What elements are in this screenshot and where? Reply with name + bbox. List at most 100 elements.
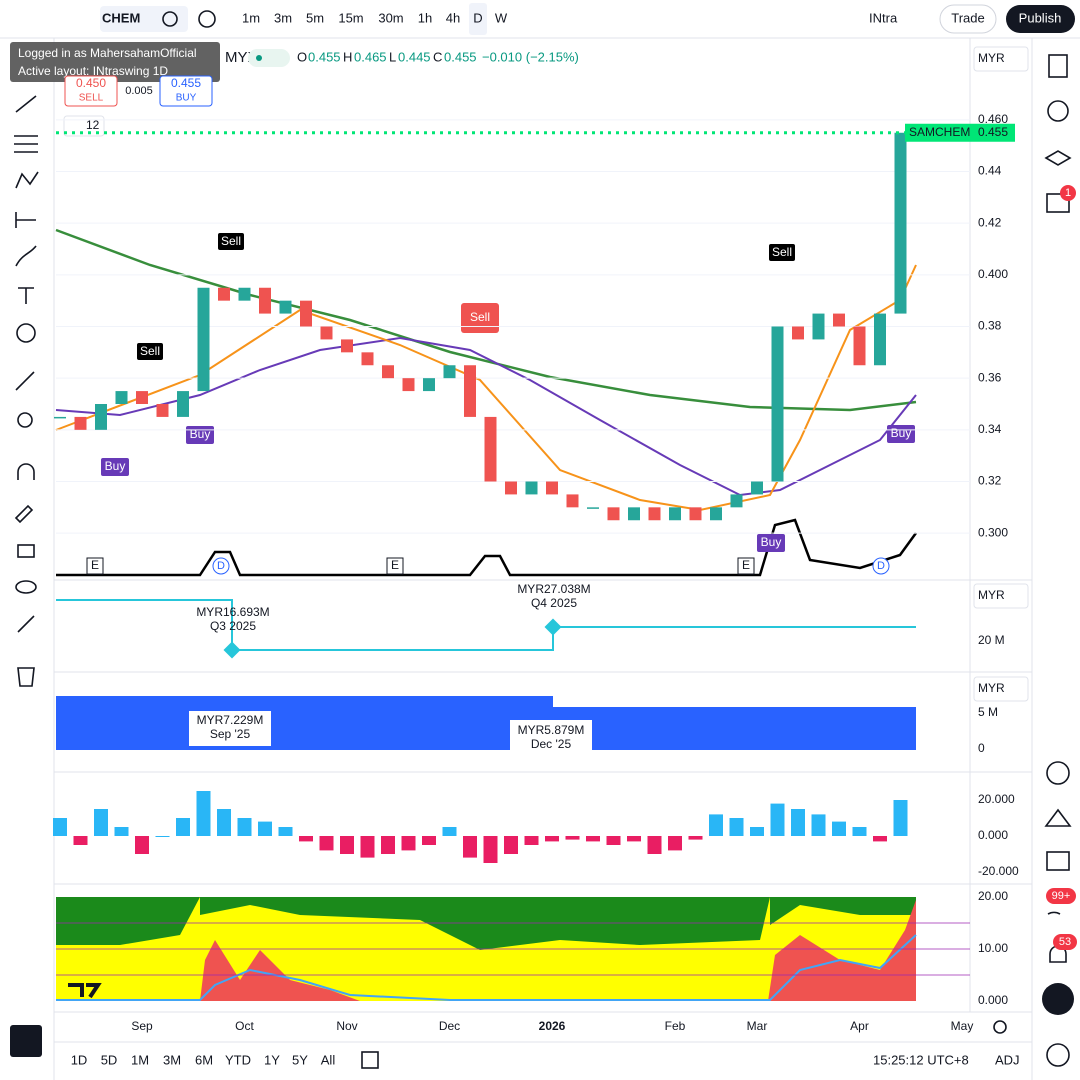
- candle: [771, 326, 784, 482]
- dividend-marker: [872, 557, 890, 575]
- revenue-period: Q4 2025: [531, 596, 577, 610]
- currency[interactable]: MYR: [978, 51, 1005, 65]
- histogram-bar: [893, 800, 908, 836]
- publish-button[interactable]: [1006, 5, 1075, 33]
- buy-label[interactable]: BUY: [176, 93, 197, 104]
- visibility-tool[interactable]: [15, 580, 37, 594]
- range-button[interactable]: All: [321, 1052, 336, 1067]
- x-tick-label: Dec: [439, 1019, 460, 1033]
- l-label: L: [389, 49, 396, 64]
- settings-icon[interactable]: [993, 1020, 1007, 1034]
- apps-button[interactable]: [1042, 983, 1074, 1015]
- histogram-bar: [873, 836, 887, 842]
- currency[interactable]: MYR: [978, 588, 1005, 602]
- badge: [1053, 934, 1077, 950]
- lock-tool[interactable]: [17, 544, 35, 558]
- currency[interactable]: MYR: [978, 681, 1005, 695]
- revenue-value: MYR27.038M: [517, 582, 590, 596]
- histogram-bar: [483, 836, 498, 863]
- logo: [68, 983, 102, 999]
- change: −0.010 (−2.15%): [482, 49, 579, 64]
- histogram-bar: [381, 836, 395, 854]
- histogram-bar: [319, 836, 334, 851]
- news-icon[interactable]: [1047, 911, 1061, 915]
- trade-label[interactable]: Trade: [951, 10, 984, 25]
- interval-button[interactable]: 30m: [378, 10, 403, 25]
- ruler-tool[interactable]: [15, 371, 35, 391]
- layout-name[interactable]: INtra: [869, 10, 898, 25]
- date-range-icon[interactable]: [361, 1051, 379, 1069]
- indicator-toggle[interactable]: [63, 115, 105, 137]
- interval-button[interactable]: 5m: [306, 10, 324, 25]
- candle: [792, 326, 804, 340]
- range-button[interactable]: 1M: [131, 1052, 149, 1067]
- interval-button[interactable]: 3m: [274, 10, 292, 25]
- badge-count: 53: [1059, 936, 1071, 948]
- range-button[interactable]: 1D: [71, 1052, 88, 1067]
- compare-icon[interactable]: [198, 10, 216, 28]
- buy-price[interactable]: 0.455: [171, 76, 201, 90]
- pattern-tool[interactable]: [15, 171, 39, 189]
- delete-tool[interactable]: [17, 667, 35, 687]
- fib-tool[interactable]: [14, 135, 38, 153]
- currency-box[interactable]: [973, 583, 1029, 609]
- brush-tool[interactable]: [15, 245, 37, 267]
- layers-icon[interactable]: [1044, 150, 1072, 166]
- interval-button[interactable]: 1h: [418, 10, 432, 25]
- magnet-tool[interactable]: [17, 463, 35, 480]
- candle: [54, 416, 66, 419]
- event-label: D: [217, 560, 225, 572]
- alerts-icon[interactable]: [1047, 100, 1069, 122]
- ideas-icon[interactable]: [1044, 808, 1072, 827]
- text-tool[interactable]: [18, 287, 34, 304]
- symbol[interactable]: CHEM: [102, 10, 140, 25]
- favorites-button[interactable]: [10, 1025, 42, 1057]
- draw-mode-tool[interactable]: [14, 504, 34, 524]
- interval-button[interactable]: D: [473, 10, 482, 25]
- trend-line-tool[interactable]: [15, 95, 37, 113]
- income-value: MYR7.229M: [197, 713, 264, 727]
- sell-label[interactable]: SELL: [79, 93, 104, 104]
- sell-button[interactable]: [64, 75, 118, 107]
- interval-button[interactable]: 4h: [446, 10, 460, 25]
- currency-box[interactable]: [973, 676, 1029, 702]
- chat-icon[interactable]: [1046, 193, 1070, 213]
- income-period: Dec '25: [531, 737, 572, 751]
- x-tick-label: Nov: [336, 1019, 357, 1033]
- range-button[interactable]: 3M: [163, 1052, 181, 1067]
- clock: 15:25:12 UTC+8: [873, 1052, 969, 1067]
- interval-button[interactable]: 15m: [338, 10, 363, 25]
- x-tick-label: Apr: [850, 1019, 869, 1033]
- link-tool[interactable]: [17, 615, 35, 633]
- buy-button[interactable]: [159, 75, 213, 107]
- zoom-tool[interactable]: [17, 412, 33, 428]
- range-button[interactable]: YTD: [225, 1052, 251, 1067]
- calendar-icon[interactable]: [1046, 851, 1070, 871]
- interval-button[interactable]: W: [495, 10, 508, 25]
- y-tick-label: 0.000: [978, 828, 1008, 842]
- interval-button[interactable]: 1m: [242, 10, 260, 25]
- symbol-add-icon[interactable]: [162, 11, 178, 27]
- range-button[interactable]: 1Y: [264, 1052, 280, 1067]
- candle: [95, 404, 107, 430]
- range-button[interactable]: 6M: [195, 1052, 213, 1067]
- hotlist-icon[interactable]: [1046, 761, 1070, 785]
- sell-price[interactable]: 0.450: [76, 76, 106, 90]
- x-tick-label: Feb: [665, 1019, 686, 1033]
- currency-box[interactable]: [973, 46, 1029, 72]
- forecast-tool[interactable]: [15, 212, 36, 228]
- help-icon[interactable]: [1046, 1043, 1070, 1067]
- indicator-count[interactable]: 12: [86, 118, 100, 132]
- watchlist-icon[interactable]: [1048, 54, 1068, 78]
- emoji-tool[interactable]: [16, 323, 36, 343]
- range-button[interactable]: 5Y: [292, 1052, 308, 1067]
- signal-label: Sell: [221, 234, 241, 248]
- candle: [423, 378, 435, 392]
- candle: [505, 481, 517, 495]
- trade-button[interactable]: [939, 4, 997, 34]
- publish-label[interactable]: Publish: [1019, 10, 1062, 25]
- adjust-toggle[interactable]: ADJ: [995, 1052, 1020, 1067]
- buy-marker: [757, 534, 785, 552]
- range-button[interactable]: 5D: [101, 1052, 118, 1067]
- event-label: E: [91, 558, 99, 572]
